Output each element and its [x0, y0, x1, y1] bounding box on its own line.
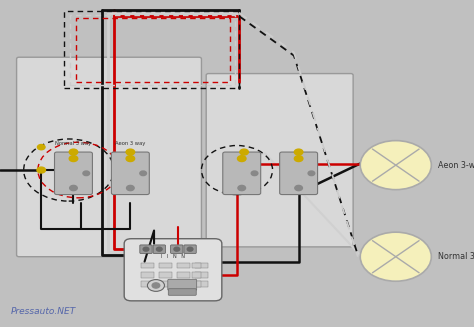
Circle shape [174, 247, 180, 251]
Circle shape [237, 156, 246, 162]
Text: Pressauto.NET: Pressauto.NET [10, 306, 76, 316]
Circle shape [69, 149, 78, 155]
FancyBboxPatch shape [159, 263, 172, 268]
Text: Aeon 3-way Load: Aeon 3-way Load [438, 161, 474, 170]
Circle shape [70, 185, 77, 191]
FancyBboxPatch shape [177, 263, 190, 268]
FancyBboxPatch shape [141, 281, 154, 287]
FancyBboxPatch shape [55, 152, 92, 195]
FancyBboxPatch shape [141, 263, 154, 268]
Circle shape [143, 247, 149, 251]
FancyBboxPatch shape [195, 281, 208, 287]
Text: Normal 3 way: Normal 3 way [55, 141, 91, 146]
FancyBboxPatch shape [111, 152, 149, 195]
Circle shape [126, 149, 135, 155]
FancyBboxPatch shape [168, 289, 196, 295]
Circle shape [295, 185, 302, 191]
FancyBboxPatch shape [159, 281, 172, 287]
FancyBboxPatch shape [195, 263, 208, 268]
FancyBboxPatch shape [192, 263, 201, 268]
FancyBboxPatch shape [177, 281, 190, 287]
Circle shape [360, 232, 431, 281]
Circle shape [240, 149, 248, 155]
Circle shape [147, 280, 164, 291]
FancyBboxPatch shape [206, 74, 353, 247]
Text: Aeon 3 way: Aeon 3 way [115, 141, 146, 146]
Circle shape [69, 156, 78, 162]
Circle shape [360, 141, 431, 190]
Circle shape [83, 171, 90, 176]
FancyBboxPatch shape [159, 272, 172, 278]
FancyBboxPatch shape [171, 245, 183, 253]
FancyBboxPatch shape [223, 152, 261, 195]
FancyBboxPatch shape [17, 57, 201, 257]
Circle shape [238, 185, 246, 191]
Circle shape [308, 171, 315, 176]
Circle shape [37, 145, 45, 150]
FancyBboxPatch shape [184, 245, 196, 253]
FancyBboxPatch shape [141, 272, 154, 278]
FancyBboxPatch shape [177, 272, 190, 278]
Circle shape [294, 149, 303, 155]
FancyBboxPatch shape [195, 272, 208, 278]
Circle shape [37, 167, 46, 173]
Circle shape [126, 156, 135, 162]
FancyBboxPatch shape [280, 152, 318, 195]
FancyBboxPatch shape [192, 272, 201, 278]
FancyBboxPatch shape [124, 239, 222, 301]
FancyBboxPatch shape [140, 245, 152, 253]
Circle shape [251, 171, 258, 176]
Text: Normal 3-way Load: Normal 3-way Load [438, 252, 474, 261]
FancyBboxPatch shape [192, 281, 201, 287]
Circle shape [140, 171, 146, 176]
FancyBboxPatch shape [153, 245, 165, 253]
Circle shape [156, 247, 162, 251]
Circle shape [187, 247, 193, 251]
FancyBboxPatch shape [168, 279, 197, 290]
Circle shape [152, 283, 160, 288]
Text: I   I   N   N: I I N N [161, 254, 185, 259]
Circle shape [127, 185, 134, 191]
Circle shape [294, 156, 303, 162]
